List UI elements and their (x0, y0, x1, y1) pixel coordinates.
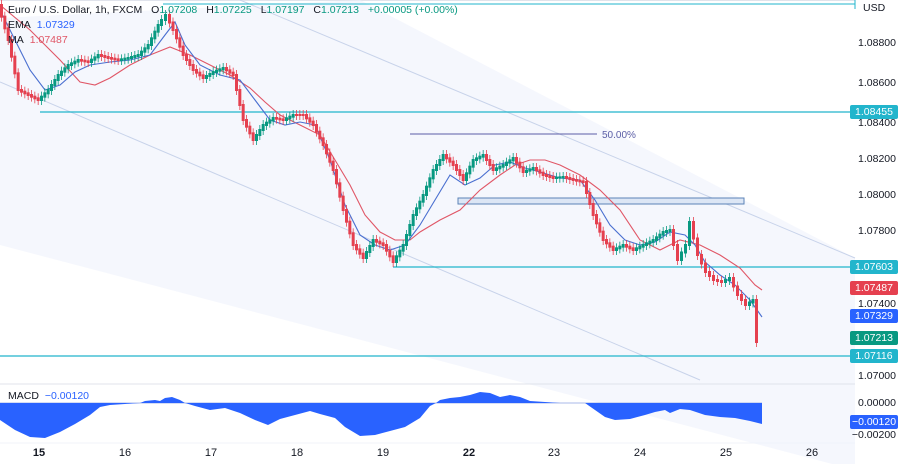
time-label: 15 (32, 447, 46, 459)
chart-legend: Euro / U.S. Dollar, 1h, FXCM O1.07208 H1… (8, 3, 464, 48)
price-tick: 1.07000 (858, 370, 896, 382)
time-label: 26 (805, 447, 819, 459)
price-tick: 1.07800 (858, 225, 896, 237)
fib-50-label: 50.00% (602, 130, 636, 141)
channel-upper-line (239, 0, 856, 259)
price-tick: 1.07400 (858, 298, 896, 310)
level-tag-1.07116: 1.07116 (850, 349, 898, 363)
ohlc-low: L1.07197 (260, 4, 305, 16)
price-tick: 1.08600 (858, 77, 896, 89)
ema-legend[interactable]: EMA 1.07329 (8, 19, 75, 31)
macd-tick: 0.00000 (858, 397, 896, 409)
macd-area (0, 392, 762, 438)
price-tick: 1.08000 (858, 189, 896, 201)
time-label: 16 (118, 447, 132, 459)
macd-legend[interactable]: MACD −0.00120 (8, 390, 90, 402)
time-label: 25 (719, 447, 733, 459)
channel-fill (0, 0, 855, 464)
macd-tick: −0.00200 (851, 429, 896, 441)
ema-price-tag: 1.07329 (850, 309, 898, 323)
time-label: 18 (290, 447, 304, 459)
resistance-zone (457, 197, 745, 205)
time-label: 19 (376, 447, 390, 459)
candles (0, 0, 758, 347)
time-label: 17 (204, 447, 218, 459)
level-tag-1.07603: 1.07603 (850, 260, 898, 274)
ohlc-high: H1.07225 (206, 4, 252, 16)
symbol-title[interactable]: Euro / U.S. Dollar, 1h, FXCM (8, 4, 143, 16)
price-tick: 1.08400 (858, 117, 896, 129)
price-tick: 1.08200 (858, 153, 896, 165)
price-tick: 1.08800 (858, 37, 896, 49)
macd-value-tag: −0.00120 (850, 415, 898, 429)
ohlc-row: Euro / U.S. Dollar, 1h, FXCM O1.07208 H1… (8, 3, 464, 18)
time-label: 24 (633, 447, 647, 459)
currency-label: USD (863, 2, 886, 14)
ohlc-close: C1.07213 (313, 4, 359, 16)
time-label: 22 (462, 447, 476, 459)
level-tag-1.08455: 1.08455 (850, 105, 898, 119)
ohlc-change: +0.00005 (+0.00%) (367, 4, 458, 16)
ma-price-tag: 1.07487 (850, 281, 898, 295)
time-label: 23 (547, 447, 561, 459)
last-price-tag: 1.07213 (850, 331, 898, 345)
ma-legend[interactable]: MA 1.07487 (8, 34, 68, 46)
ohlc-open: O1.07208 (151, 4, 198, 16)
